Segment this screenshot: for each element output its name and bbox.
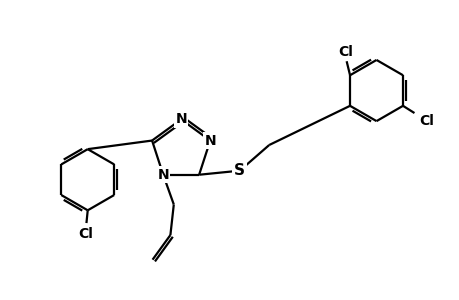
Text: Cl: Cl <box>338 45 353 59</box>
Text: Cl: Cl <box>418 114 433 128</box>
Text: Cl: Cl <box>78 227 93 241</box>
Text: S: S <box>234 163 245 178</box>
Text: N: N <box>157 168 168 182</box>
Text: N: N <box>175 112 186 126</box>
Text: N: N <box>204 134 216 148</box>
